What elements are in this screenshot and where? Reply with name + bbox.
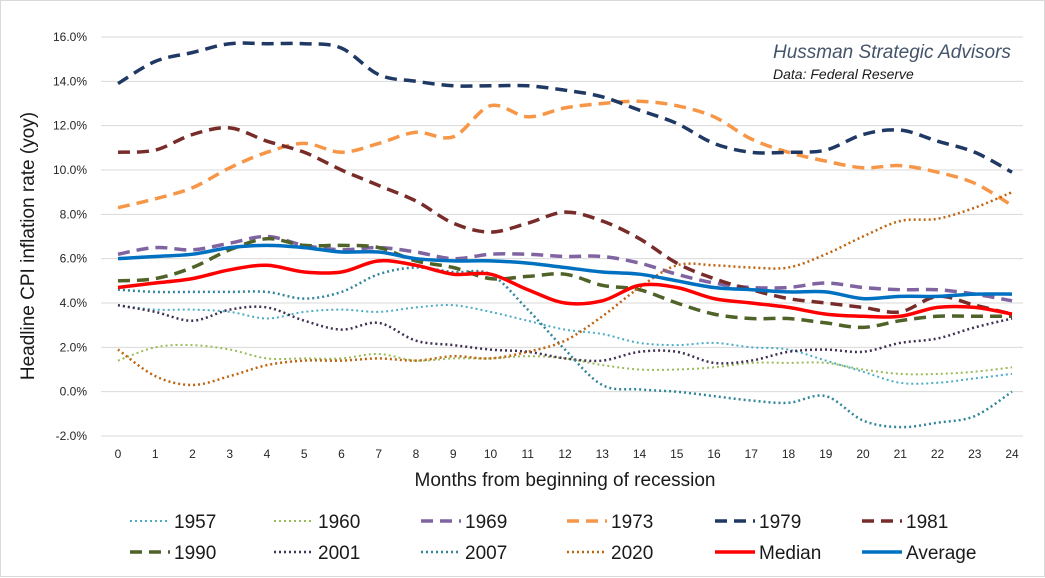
y-tick-label: -2.0% bbox=[56, 429, 88, 443]
legend-item-2001: 2001 bbox=[274, 543, 360, 564]
x-tick-label: 15 bbox=[670, 447, 684, 461]
source-annotation-subtitle: Data: Federal Reserve bbox=[773, 66, 914, 82]
legend-item-median: Median bbox=[715, 543, 821, 564]
series-line-1979 bbox=[117, 41, 1013, 174]
series-line-average bbox=[117, 243, 1013, 301]
y-tick-label: 2.0% bbox=[60, 340, 88, 354]
y-tick-label: 10.0% bbox=[53, 163, 87, 177]
x-tick-label: 6 bbox=[338, 447, 345, 461]
legend-label: 1981 bbox=[906, 512, 948, 533]
legend-label: Median bbox=[759, 543, 821, 564]
legend-label: 1969 bbox=[465, 512, 507, 533]
y-axis-title: Headline CPI inflation rate (yoy) bbox=[18, 112, 39, 380]
series-line-1990 bbox=[117, 236, 1012, 330]
x-tick-label: 13 bbox=[596, 447, 610, 461]
legend-label: 2001 bbox=[318, 543, 360, 564]
x-tick-label: 17 bbox=[745, 447, 759, 461]
x-tick-label: 8 bbox=[413, 447, 420, 461]
x-tick-label: 3 bbox=[226, 447, 233, 461]
legend-item-1960: 1960 bbox=[274, 512, 360, 533]
legend-item-1957: 1957 bbox=[130, 512, 216, 533]
legend-label: 2007 bbox=[465, 543, 507, 564]
y-tick-label: 16.0% bbox=[53, 30, 87, 44]
x-tick-label: 20 bbox=[856, 447, 870, 461]
x-tick-label: 4 bbox=[264, 447, 271, 461]
legend-item-1979: 1979 bbox=[715, 512, 801, 533]
x-axis-title: Months from beginning of recession bbox=[415, 470, 716, 491]
x-tick-label: 10 bbox=[484, 447, 498, 461]
legend-item-average: Average bbox=[862, 543, 976, 564]
series-line-2020 bbox=[117, 191, 1013, 387]
y-tick-label: 8.0% bbox=[60, 207, 88, 221]
series-lines bbox=[117, 41, 1013, 429]
legend: 1957 1960 1969 1973 1979 1981 1990 2001 2007 2020… bbox=[130, 512, 976, 564]
legend-label: 1957 bbox=[174, 512, 216, 533]
x-tick-label: 14 bbox=[633, 447, 647, 461]
series-line-1981 bbox=[117, 125, 1013, 316]
x-tick-label: 16 bbox=[707, 447, 721, 461]
series-line-median bbox=[117, 258, 1013, 319]
x-tick-label: 7 bbox=[375, 447, 382, 461]
legend-label: 2020 bbox=[611, 543, 653, 564]
y-tick-label: 14.0% bbox=[53, 74, 87, 88]
series-line-1973 bbox=[117, 99, 1013, 210]
y-tick-label: 12.0% bbox=[53, 119, 87, 133]
legend-item-2020: 2020 bbox=[567, 543, 653, 564]
legend-item-1973: 1973 bbox=[567, 512, 653, 533]
x-tick-label: 12 bbox=[558, 447, 572, 461]
x-tick-label: 22 bbox=[931, 447, 945, 461]
legend-item-1969: 1969 bbox=[421, 512, 507, 533]
legend-label: 1990 bbox=[174, 543, 216, 564]
gridlines bbox=[101, 36, 1023, 437]
legend-label: 1979 bbox=[759, 512, 801, 533]
x-tick-label: 9 bbox=[450, 447, 457, 461]
y-tick-label: 4.0% bbox=[60, 296, 88, 310]
x-tick-label: 2 bbox=[189, 447, 196, 461]
x-tick-label: 18 bbox=[782, 447, 796, 461]
legend-label: Average bbox=[906, 543, 976, 564]
x-tick-label: 21 bbox=[894, 447, 908, 461]
series-line-1957 bbox=[117, 304, 1013, 385]
x-tick-label: 11 bbox=[522, 447, 535, 461]
y-tick-label: 6.0% bbox=[60, 252, 88, 266]
series-line-2001 bbox=[117, 303, 1013, 365]
legend-item-1981: 1981 bbox=[862, 512, 948, 533]
x-tick-labels: 0 1 2 3 4 5 6 7 8 9 10 11 12 13 14 15 16 17 18 19 20 21 22 23 24 bbox=[115, 447, 1019, 461]
y-tick-labels: -2.0% 0.0% 2.0% 4.0% 6.0% 8.0% 10.0% 12.0% 14.0%… bbox=[53, 30, 87, 443]
legend-item-1990: 1990 bbox=[130, 543, 216, 564]
x-tick-label: 1 bbox=[152, 447, 159, 461]
x-tick-label: 0 bbox=[115, 447, 122, 461]
x-tick-label: 19 bbox=[819, 447, 833, 461]
source-annotation-title: Hussman Strategic Advisors bbox=[773, 42, 1011, 63]
y-tick-label: 0.0% bbox=[60, 385, 88, 399]
legend-label: 1960 bbox=[318, 512, 360, 533]
x-tick-label: 23 bbox=[968, 447, 982, 461]
series-line-1960 bbox=[117, 343, 1013, 376]
legend-item-2007: 2007 bbox=[421, 543, 507, 564]
x-tick-label: 24 bbox=[1005, 447, 1019, 461]
x-tick-label: 5 bbox=[301, 447, 308, 461]
legend-label: 1973 bbox=[611, 512, 653, 533]
series-line-2007 bbox=[117, 266, 1013, 429]
